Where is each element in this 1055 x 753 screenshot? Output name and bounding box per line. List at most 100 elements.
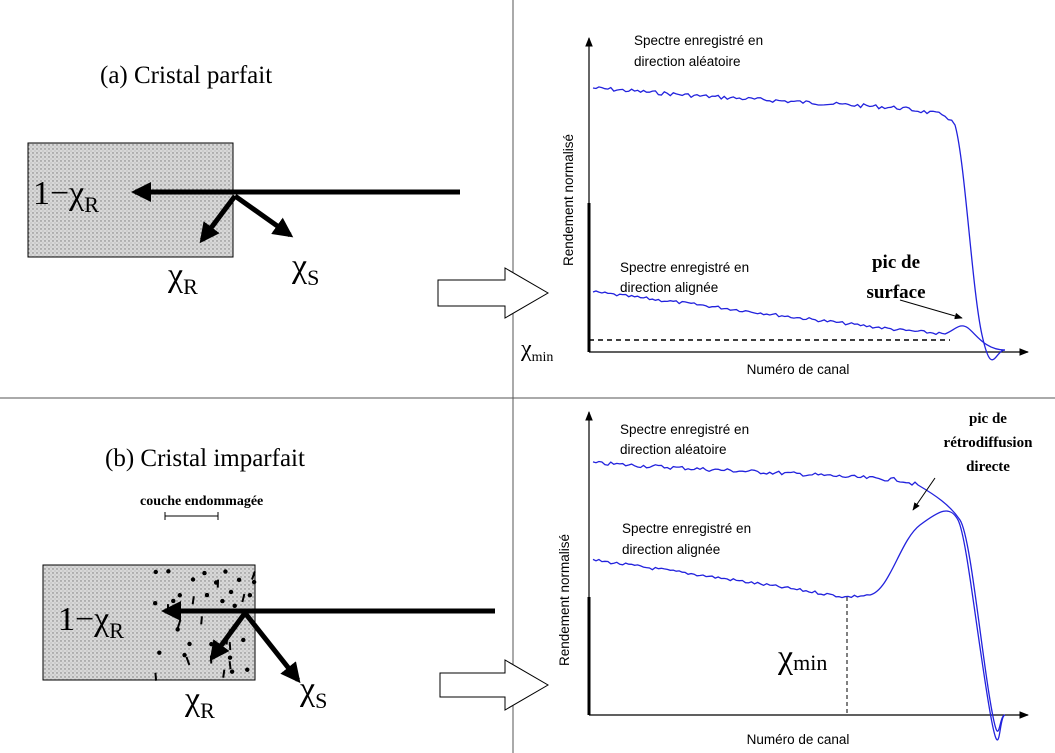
hollow-arrow [439,659,549,711]
label: direction alignée [620,280,718,295]
label: Spectre enregistré en [620,260,749,275]
defect [245,667,250,672]
defect [228,642,232,651]
defect [200,616,203,625]
defect [228,661,232,670]
label: χ [777,639,793,676]
label: χ [291,248,307,285]
label: surface [866,282,925,303]
label: χ [520,336,532,362]
label: R [109,618,124,643]
beam [199,194,237,244]
defect [154,672,158,681]
defect [229,669,235,674]
label: S [307,265,319,290]
label: χ [299,671,315,708]
scattered-label: χS [299,671,327,713]
defect [175,627,180,632]
beam [209,611,248,662]
defect [190,577,196,582]
defect [185,656,191,666]
random-spectrum [592,86,1006,361]
defect [191,596,195,605]
defect [247,593,253,598]
defect [171,598,176,604]
label: rétrodiffusion [944,435,1034,451]
y-axis-label: Rendement normalisé [561,134,576,266]
panel-title: (b) Cristal imparfait [105,445,305,472]
defect [223,569,228,574]
defect [228,589,234,595]
aligned-spectrum [592,510,1006,741]
defect [236,577,242,583]
beam [243,611,301,684]
defect [209,641,214,647]
damaged-layer-label: couche endommagée [140,494,263,509]
label: Spectre enregistré en [634,33,763,48]
label: directe [966,459,1010,475]
defect [251,579,257,585]
label: min [532,350,554,365]
defect [153,569,158,575]
label: pic de [872,252,920,273]
aligned-label: Spectre enregistré en direction alignée [622,521,751,557]
x-axis-label: Numéro de canal [747,362,850,377]
y-axis-label: Rendement normalisé [557,534,572,666]
pointer [899,299,963,320]
label: 1−χ [33,175,84,212]
label: pic de [969,411,1007,427]
x-axis-label: Numéro de canal [747,732,850,747]
label: R [200,698,215,723]
label: χ [184,681,200,718]
defect [220,598,225,604]
defect [227,655,233,660]
incident-label: 1−χR [33,175,99,217]
label: direction aléatoire [620,442,727,457]
panel-title: (a) Cristal parfait [100,62,272,89]
incident-label: 1−χR [58,601,124,643]
defect [204,592,210,598]
label: R [84,192,99,217]
reflected-label: χR [184,681,215,723]
defect [251,571,256,580]
defect [157,650,162,655]
label: S [315,688,327,713]
defect [232,603,237,609]
random-label: Spectre enregistré en direction aléatoire [620,422,749,457]
random-label: Spectre enregistré en direction aléatoire [634,33,763,69]
label: 1−χ [58,601,109,638]
pointer [912,477,936,511]
aligned-spectrum [592,290,1006,351]
defect [152,600,158,606]
defect [166,569,171,574]
label: Spectre enregistré en [620,422,749,437]
scattered-label: χS [291,248,319,290]
chi-min-label: χmin [520,336,553,365]
defect [241,637,246,643]
label: χ [167,257,183,294]
hollow-arrow [437,267,549,319]
random-spectrum [592,460,1006,732]
defect [241,593,246,603]
defect [213,580,219,585]
beam [233,193,294,238]
defect [187,641,192,647]
chi-min-label: χmin [777,639,827,676]
label: min [793,650,827,675]
bracket [164,512,219,520]
peak-label: pic de rétrodiffusion directe [944,411,1034,475]
label: direction aléatoire [634,54,741,69]
defect [177,593,183,598]
peak-label: pic de surface [866,252,925,303]
defect [182,652,187,658]
defect [176,619,182,629]
label: Spectre enregistré en [622,521,751,536]
crystal [27,142,234,258]
label: R [183,274,198,299]
defect [222,669,226,678]
reflected-label: χR [167,257,198,299]
label: direction alignée [622,542,720,557]
aligned-label: Spectre enregistré en direction alignée [620,260,749,295]
defect [202,570,207,576]
